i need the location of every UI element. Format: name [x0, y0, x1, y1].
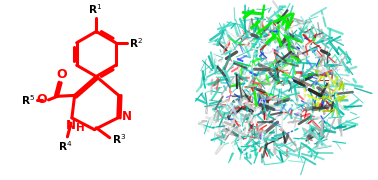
Text: H: H	[76, 123, 85, 133]
Text: R$^5$: R$^5$	[21, 93, 35, 107]
Text: O: O	[57, 68, 67, 81]
Text: R$^4$: R$^4$	[59, 140, 73, 153]
Text: N: N	[66, 119, 76, 132]
Text: R$^3$: R$^3$	[112, 132, 125, 145]
Text: O: O	[36, 93, 47, 106]
Text: R$^2$: R$^2$	[129, 36, 143, 50]
Text: N: N	[122, 111, 132, 123]
Text: R$^1$: R$^1$	[88, 2, 102, 16]
